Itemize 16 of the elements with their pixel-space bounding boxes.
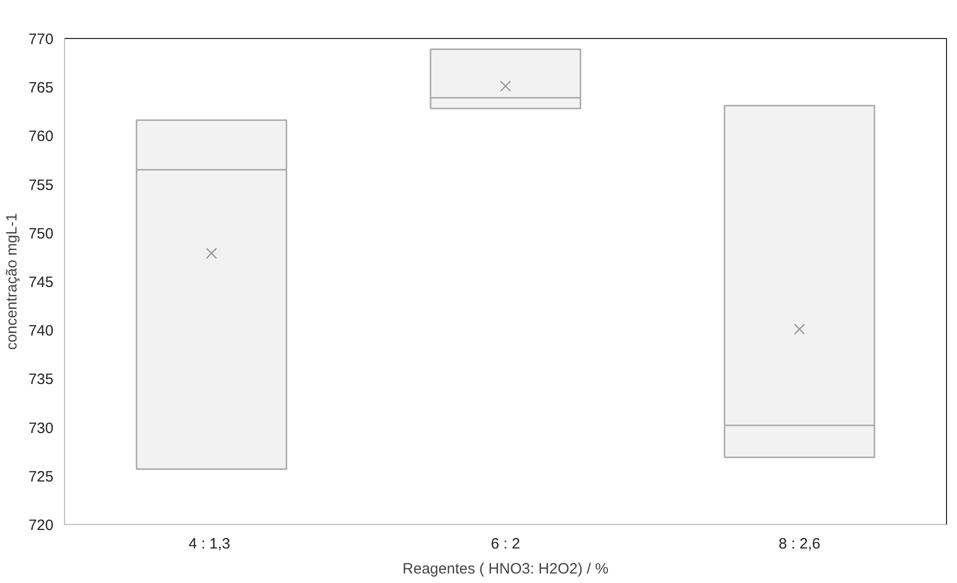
y-tick-label: 735 <box>28 371 54 388</box>
x-tick-label: 6 : 2 <box>490 536 520 552</box>
y-axis-title: concentração mgL-1 <box>3 213 20 350</box>
x-axis-title: Reagentes ( HNO3: H2O2) / % <box>402 560 608 578</box>
y-tick-label: 725 <box>28 468 54 486</box>
y-tick-label: 730 <box>28 420 54 437</box>
y-tick-label: 740 <box>28 322 54 340</box>
y-tick-label: 750 <box>28 225 54 242</box>
x-tick-label: 4 : 1,3 <box>188 536 230 552</box>
y-tick-label: 765 <box>28 80 54 97</box>
y-tick-label: 720 <box>28 517 54 534</box>
y-tick-label: 770 <box>28 31 54 48</box>
y-tick-label: 745 <box>28 274 54 291</box>
y-tick-label: 760 <box>28 128 54 146</box>
y-tick-label: 755 <box>28 176 54 194</box>
x-tick-label: 8 : 2,6 <box>778 536 820 552</box>
